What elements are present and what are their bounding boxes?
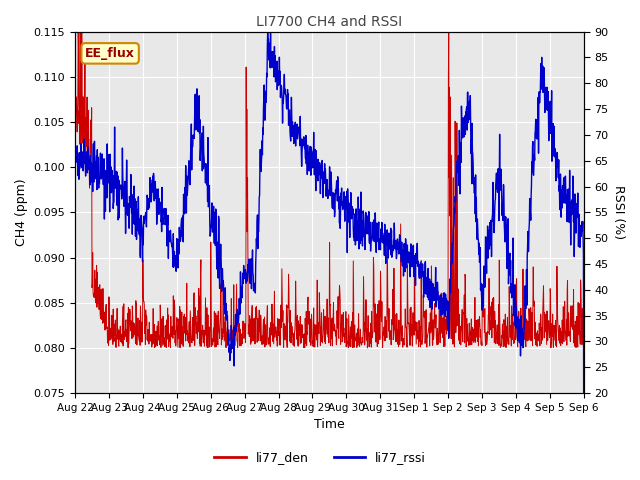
li77_den — [185, 340, 193, 346]
li77_den — [476, 323, 483, 329]
li77_den — [364, 345, 371, 351]
Line: li77_den: li77_den — [75, 32, 584, 348]
li77_den — [520, 305, 528, 311]
X-axis label: Time: Time — [314, 419, 345, 432]
li77_den — [580, 326, 588, 332]
li77_rssi — [264, 29, 271, 35]
li77_den — [74, 29, 82, 35]
Y-axis label: RSSI (%): RSSI (%) — [612, 185, 625, 240]
Title: LI7700 CH4 and RSSI: LI7700 CH4 and RSSI — [257, 15, 403, 29]
Line: li77_rssi: li77_rssi — [75, 32, 584, 480]
li77_rssi — [241, 276, 249, 281]
li77_rssi — [184, 178, 192, 183]
li77_rssi — [71, 176, 79, 181]
li77_den — [409, 334, 417, 340]
li77_den — [242, 340, 250, 346]
Y-axis label: CH4 (ppm): CH4 (ppm) — [15, 179, 28, 246]
li77_rssi — [172, 263, 180, 268]
li77_den — [71, 86, 79, 92]
li77_rssi — [520, 333, 527, 338]
li77_rssi — [475, 252, 483, 257]
li77_den — [172, 335, 180, 340]
Legend: li77_den, li77_rssi: li77_den, li77_rssi — [209, 446, 431, 469]
li77_rssi — [408, 259, 416, 265]
Text: EE_flux: EE_flux — [85, 47, 135, 60]
